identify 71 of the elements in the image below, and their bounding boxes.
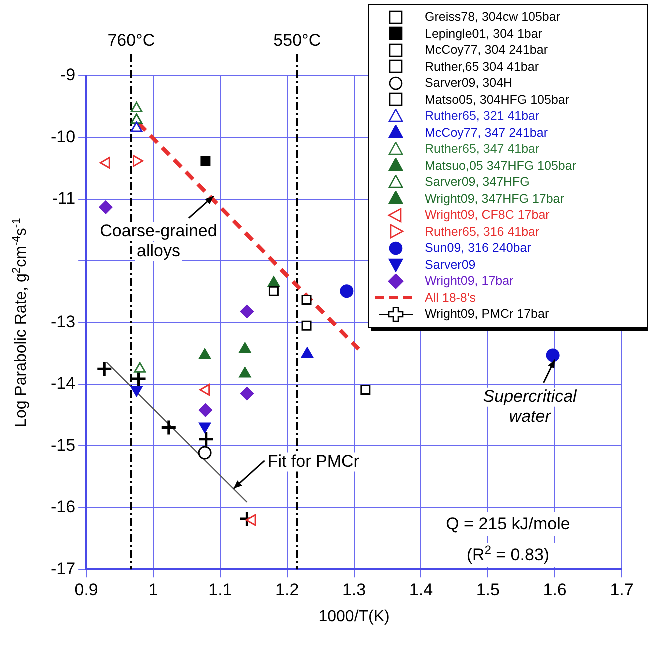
point <box>302 294 312 305</box>
legend-label: Wright09, 17bar <box>425 273 514 290</box>
point <box>546 348 560 362</box>
point <box>99 200 113 214</box>
point <box>134 362 146 373</box>
point <box>198 404 212 418</box>
y-axis-title: Log Parabolic Rate, g2cm-4s-1 <box>10 218 30 428</box>
legend-label: Matsuo,05 347HFG 105bar <box>425 158 576 174</box>
x-tick-label: 1.5 <box>476 580 500 600</box>
ref-line-label: 550°C <box>274 31 322 50</box>
legend-label: Sarver09, 347HFG <box>425 174 530 190</box>
point <box>340 284 354 298</box>
point <box>200 156 211 166</box>
point <box>200 384 210 396</box>
x-tick-label: 1.1 <box>208 580 232 600</box>
y-tick-label: -10 <box>50 127 76 146</box>
y-tick-label: -17 <box>50 559 76 578</box>
annotation: Fit for PMCr <box>268 452 360 471</box>
legend-label: Ruther65, 321 41bar <box>425 108 540 124</box>
point <box>246 514 256 526</box>
legend-label: Matso05, 304HFG 105bar <box>425 92 570 108</box>
y-tick-label: -16 <box>50 498 76 517</box>
point <box>301 348 314 358</box>
point <box>240 387 254 401</box>
point <box>268 276 280 288</box>
point <box>130 370 148 388</box>
legend-label: Ruther65, 316 41bar <box>425 224 540 240</box>
point <box>239 367 252 378</box>
point <box>160 419 178 436</box>
legend-label: Sarver09, 304H <box>425 75 513 92</box>
point <box>268 286 279 296</box>
point <box>130 122 143 132</box>
x-tick-label: 0.9 <box>74 580 98 600</box>
point <box>239 342 252 354</box>
x-tick-label: 1.6 <box>543 580 567 600</box>
legend-label: Ruther,65 304 41bar <box>425 58 539 75</box>
x-tick-label: 1.4 <box>409 580 434 600</box>
annotation: Coarse-grained alloys <box>100 221 218 260</box>
legend-label: Wright09, PMCr 17bar <box>425 306 550 322</box>
legend-label: Sun09, 316 240bar <box>425 240 532 256</box>
legend-label: Sarver09 <box>425 256 476 273</box>
y-tick-label: -9 <box>60 66 76 85</box>
y-tick-label: -13 <box>50 312 76 332</box>
point <box>360 385 371 396</box>
legend-label: All 18-8's <box>425 290 476 306</box>
legend-label: McCoy77, 304 241bar <box>425 42 548 58</box>
x-tick-label: 1.3 <box>342 580 366 600</box>
ref-line-label: 760°C <box>108 31 156 50</box>
x-tick-label: 1.7 <box>610 580 634 600</box>
y-tick-label: -14 <box>50 374 76 394</box>
annotation: Q = 215 kJ/mole <box>446 514 570 534</box>
point <box>130 114 143 124</box>
x-tick-label: 1 <box>148 580 158 600</box>
legend-label: McCoy77, 347 241bar <box>425 124 548 141</box>
point <box>199 348 211 360</box>
point <box>198 446 212 460</box>
legend-label: Greiss78, 304cw 105bar <box>425 9 560 26</box>
point <box>198 431 215 448</box>
x-tick-label: 1.2 <box>276 580 300 600</box>
point <box>240 304 254 318</box>
y-tick-label: -11 <box>52 189 76 208</box>
point <box>96 360 113 378</box>
x-axis-title: 1000/T(K) <box>318 608 390 626</box>
point <box>130 102 143 112</box>
legend-label: Wright09, CF8C 17bar <box>425 207 550 224</box>
y-tick-label: -15 <box>50 436 76 455</box>
legend-label: Wright09, 347HFG 17bar <box>425 190 564 207</box>
point <box>302 320 312 331</box>
legend-label: Lepingle01, 304 1bar <box>425 26 542 42</box>
legend-label: Ruther65, 347 41bar <box>425 141 540 158</box>
annotation: Supercritical water <box>483 386 578 426</box>
